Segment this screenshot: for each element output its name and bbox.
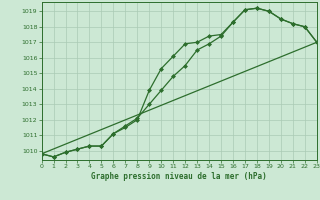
X-axis label: Graphe pression niveau de la mer (hPa): Graphe pression niveau de la mer (hPa) — [91, 172, 267, 181]
